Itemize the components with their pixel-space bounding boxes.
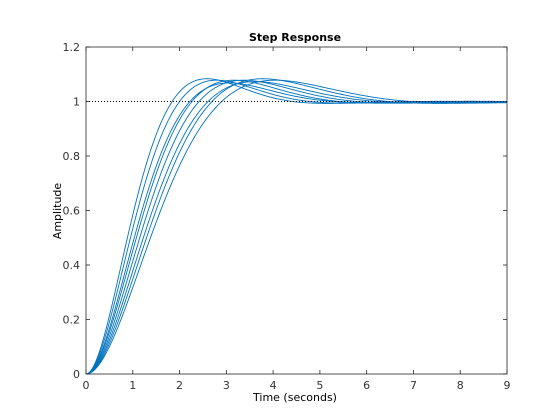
x-axis: 0 1 2 3 4 5 6 7 8 9 xyxy=(83,47,511,392)
y-axis-label: Amplitude xyxy=(51,183,64,240)
y-tick-label: 0.8 xyxy=(63,150,81,163)
y-tick-label: 0.6 xyxy=(63,205,81,218)
y-tick-label: 0.2 xyxy=(63,314,81,327)
chart-title: Step Response xyxy=(249,31,341,44)
y-tick-label: 0 xyxy=(73,368,80,381)
y-tick-label: 0.4 xyxy=(63,259,81,272)
step-response-curve-5 xyxy=(85,79,508,375)
step-response-curve-7 xyxy=(85,78,508,375)
y-axis: 0 0.2 0.4 0.6 0.8 1 1.2 xyxy=(63,41,507,381)
x-tick-label: 3 xyxy=(223,379,230,392)
x-tick-label: 1 xyxy=(129,379,136,392)
y-tick-label: 1.2 xyxy=(63,41,81,54)
x-tick-label: 2 xyxy=(176,379,183,392)
step-response-curve-6 xyxy=(85,81,508,375)
x-tick-label: 4 xyxy=(270,379,277,392)
x-tick-label: 5 xyxy=(316,379,323,392)
step-response-curve-1 xyxy=(85,78,507,375)
step-response-curve-3 xyxy=(85,82,507,375)
x-tick-label: 9 xyxy=(504,379,511,392)
x-tick-label: 0 xyxy=(83,379,90,392)
step-response-curve-2 xyxy=(85,79,508,375)
step-response-curve-8 xyxy=(85,79,508,375)
x-tick-label: 7 xyxy=(410,379,417,392)
plot-frame xyxy=(85,46,508,375)
x-tick-label: 8 xyxy=(457,379,464,392)
y-tick-label: 1 xyxy=(73,96,80,109)
x-tick-label: 6 xyxy=(363,379,370,392)
step-response-curve-4 xyxy=(85,79,507,375)
x-axis-label: Time (seconds) xyxy=(252,391,337,404)
series-group xyxy=(85,78,508,375)
